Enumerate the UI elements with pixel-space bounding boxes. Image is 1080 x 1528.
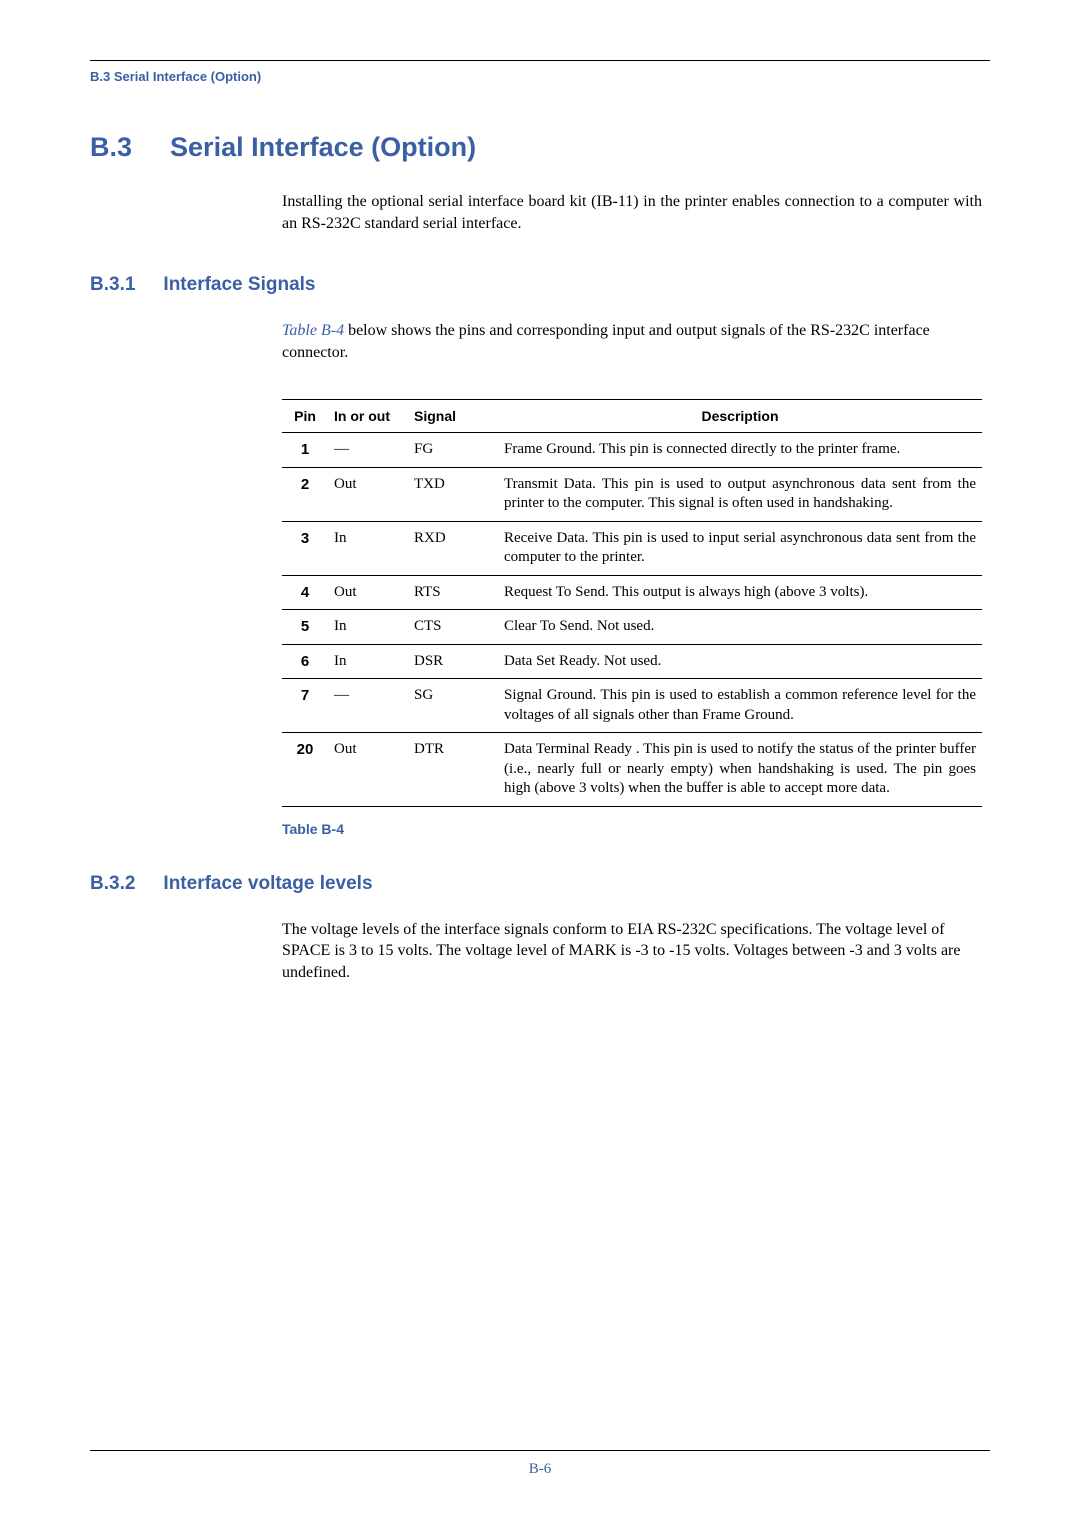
cell-pin: 5	[282, 610, 328, 645]
subsection-heading-signals: B.3.1 Interface Signals	[90, 274, 990, 296]
cell-description: Receive Data. This pin is used to input …	[498, 521, 982, 575]
subsection-number: B.3.1	[90, 274, 135, 296]
cell-signal: DTR	[408, 733, 498, 807]
intro-paragraph: Installing the optional serial interface…	[282, 191, 982, 234]
page-number: B-6	[90, 1461, 990, 1478]
cell-pin: 7	[282, 679, 328, 733]
running-head: B.3 Serial Interface (Option)	[90, 69, 990, 84]
cell-pin: 20	[282, 733, 328, 807]
cell-signal: CTS	[408, 610, 498, 645]
page: B.3 Serial Interface (Option) B.3 Serial…	[0, 0, 1080, 1024]
cell-description: Signal Ground. This pin is used to estab…	[498, 679, 982, 733]
cell-signal: RXD	[408, 521, 498, 575]
table-row: 20OutDTRData Terminal Ready . This pin i…	[282, 733, 982, 807]
table-row: 6InDSRData Set Ready. Not used.	[282, 644, 982, 679]
section-title: Serial Interface (Option)	[170, 132, 476, 163]
cell-signal: SG	[408, 679, 498, 733]
subsection-number: B.3.2	[90, 873, 135, 895]
signals-paragraph: Table B-4 below shows the pins and corre…	[282, 320, 982, 363]
cell-description: Request To Send. This output is always h…	[498, 575, 982, 610]
cell-pin: 6	[282, 644, 328, 679]
cell-io: Out	[328, 575, 408, 610]
cell-io: —	[328, 679, 408, 733]
cell-signal: TXD	[408, 467, 498, 521]
col-signal: Signal	[408, 400, 498, 433]
cell-signal: RTS	[408, 575, 498, 610]
col-io: In or out	[328, 400, 408, 433]
cell-description: Clear To Send. Not used.	[498, 610, 982, 645]
cell-description: Transmit Data. This pin is used to outpu…	[498, 467, 982, 521]
cell-pin: 4	[282, 575, 328, 610]
table-row: 1—FGFrame Ground. This pin is connected …	[282, 433, 982, 468]
table-header-row: Pin In or out Signal Description	[282, 400, 982, 433]
cell-description: Frame Ground. This pin is connected dire…	[498, 433, 982, 468]
page-footer: B-6	[90, 1450, 990, 1478]
bottom-rule	[90, 1450, 990, 1451]
table-row: 2OutTXDTransmit Data. This pin is used t…	[282, 467, 982, 521]
top-rule	[90, 60, 990, 61]
subsection-title: Interface voltage levels	[163, 873, 372, 895]
cell-description: Data Terminal Ready . This pin is used t…	[498, 733, 982, 807]
signals-table: Pin In or out Signal Description 1—FGFra…	[282, 399, 982, 807]
table-row: 5InCTSClear To Send. Not used.	[282, 610, 982, 645]
col-desc: Description	[498, 400, 982, 433]
cell-pin: 2	[282, 467, 328, 521]
signals-text: below shows the pins and corresponding i…	[282, 322, 930, 361]
table-row: 4OutRTSRequest To Send. This output is a…	[282, 575, 982, 610]
voltage-paragraph: The voltage levels of the interface sign…	[282, 919, 982, 984]
section-number: B.3	[90, 132, 132, 163]
section-heading: B.3 Serial Interface (Option)	[90, 132, 990, 163]
cell-io: In	[328, 610, 408, 645]
cell-pin: 3	[282, 521, 328, 575]
cell-io: In	[328, 521, 408, 575]
cell-pin: 1	[282, 433, 328, 468]
table-row: 7—SGSignal Ground. This pin is used to e…	[282, 679, 982, 733]
cell-io: In	[328, 644, 408, 679]
cell-io: Out	[328, 733, 408, 807]
signals-table-wrap: Pin In or out Signal Description 1—FGFra…	[282, 399, 982, 807]
col-pin: Pin	[282, 400, 328, 433]
subsection-title: Interface Signals	[163, 274, 315, 296]
cell-signal: FG	[408, 433, 498, 468]
table-row: 3InRXDReceive Data. This pin is used to …	[282, 521, 982, 575]
table-caption: Table B-4	[282, 821, 990, 837]
cell-io: —	[328, 433, 408, 468]
cell-io: Out	[328, 467, 408, 521]
cell-description: Data Set Ready. Not used.	[498, 644, 982, 679]
table-reference-link[interactable]: Table B-4	[282, 322, 344, 339]
cell-signal: DSR	[408, 644, 498, 679]
subsection-heading-voltage: B.3.2 Interface voltage levels	[90, 873, 990, 895]
